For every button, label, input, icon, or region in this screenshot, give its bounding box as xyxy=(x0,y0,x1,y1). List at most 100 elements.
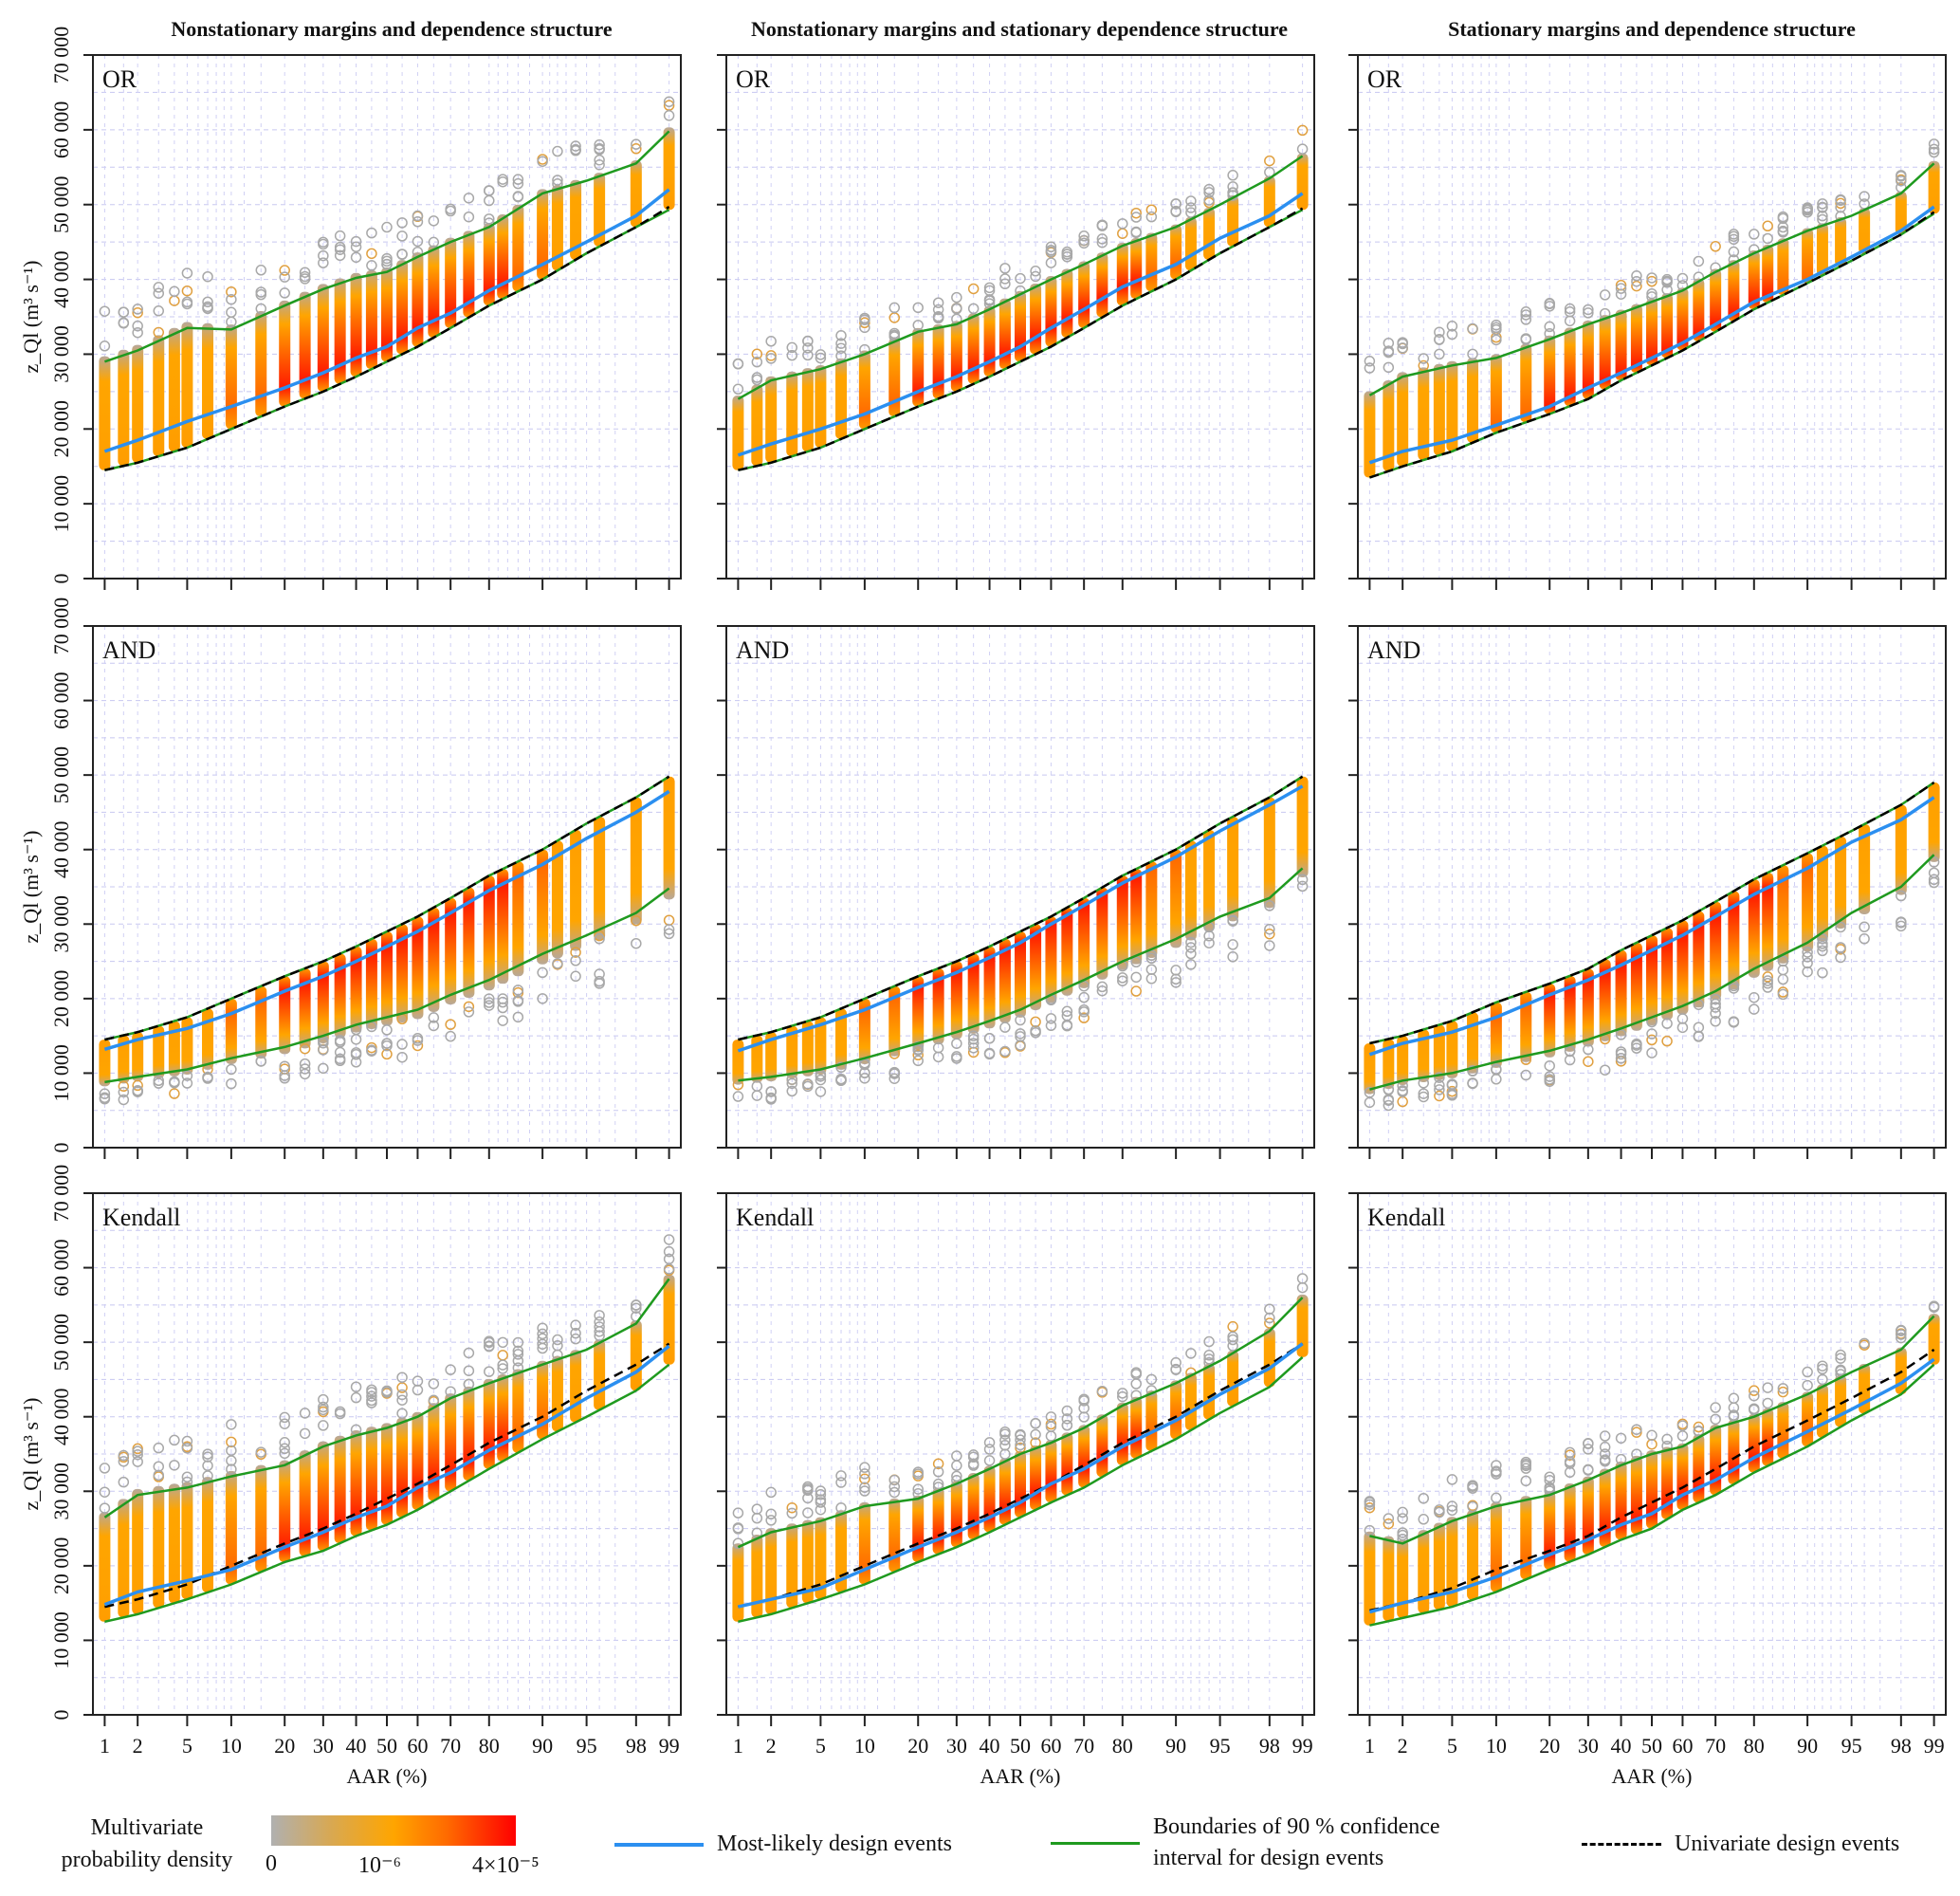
panel-label: Kendall xyxy=(1367,1204,1445,1231)
outlier-point xyxy=(1631,275,1642,287)
density-bar xyxy=(1544,1491,1556,1570)
x-tick-label: 30 xyxy=(946,1734,967,1758)
outlier-point xyxy=(835,1061,847,1074)
ci-upper-line xyxy=(737,1297,1304,1549)
outlier-point xyxy=(1030,266,1041,277)
outlier-point xyxy=(859,1485,870,1497)
panel-and-col1: AND 0 10 000 20 000 30 000 40 000 50 000 60 000… xyxy=(19,598,682,1159)
outlier-point xyxy=(570,970,581,983)
x-tick-label: 40 xyxy=(346,1734,367,1758)
outlier-point xyxy=(1520,306,1532,318)
outlier-point xyxy=(802,1507,814,1519)
outlier-point xyxy=(1896,1324,1907,1336)
outlier-point xyxy=(396,1382,408,1393)
density-bar xyxy=(932,1487,944,1555)
ci-lower-line xyxy=(738,209,1304,471)
outlier-point xyxy=(1859,933,1870,945)
outlier-point xyxy=(1096,236,1108,249)
outlier-point xyxy=(594,1310,605,1321)
x-tick-label: 90 xyxy=(1797,1734,1818,1758)
outlier-point xyxy=(1015,272,1026,285)
outlier-point xyxy=(732,358,744,370)
outlier-point xyxy=(859,1482,870,1493)
outlier-point xyxy=(537,1333,548,1345)
outlier-point xyxy=(1434,348,1445,360)
density-bar xyxy=(202,1008,214,1070)
density-bar xyxy=(463,230,475,318)
outlier-point xyxy=(1835,921,1846,933)
outlier-point xyxy=(1802,951,1813,963)
density-bar xyxy=(350,1430,362,1537)
density-bar xyxy=(1045,1440,1057,1503)
outlier-point xyxy=(859,312,870,324)
outlier-point xyxy=(859,1462,870,1473)
x-tick-label: 60 xyxy=(1040,1734,1061,1758)
density-bar xyxy=(888,985,901,1057)
outlier-point xyxy=(912,1483,924,1495)
density-bar xyxy=(1030,283,1042,355)
x-tick-label: 30 xyxy=(1578,1734,1599,1758)
outlier-point xyxy=(786,1085,798,1097)
x-tick-label: 90 xyxy=(532,1734,553,1758)
ci-line-icon xyxy=(1051,1841,1140,1845)
outlier-point xyxy=(1227,1331,1238,1343)
density-bar xyxy=(751,1535,763,1618)
outlier-point xyxy=(1364,362,1376,374)
density-bar xyxy=(732,1040,744,1085)
outlier-point xyxy=(1078,1003,1090,1016)
outlier-point xyxy=(445,1030,456,1042)
outlier-point xyxy=(1117,1388,1128,1399)
outlier-point xyxy=(1928,856,1940,868)
outlier-point xyxy=(552,145,563,157)
outlier-point xyxy=(815,1074,827,1086)
outlier-point xyxy=(1896,175,1907,187)
outlier-point xyxy=(1296,874,1309,886)
outlier-point xyxy=(118,306,130,318)
density-bar xyxy=(786,371,798,457)
density-bar xyxy=(153,1025,165,1079)
density-bar xyxy=(801,368,814,452)
density-bar xyxy=(1630,1455,1642,1535)
density-bar xyxy=(1078,897,1090,988)
density-bar xyxy=(1835,836,1847,930)
density-bar xyxy=(1599,315,1611,390)
outlier-point xyxy=(1817,1363,1828,1375)
x-tick-label: 5 xyxy=(815,1734,826,1758)
outlier-point xyxy=(1030,1024,1041,1037)
outlier-point xyxy=(912,1049,924,1061)
panel-kendall-col1: Kendall 0 10 000 20 000 30 000 40 000 50 000 60… xyxy=(19,1165,682,1788)
outlier-point xyxy=(631,1302,642,1314)
outlier-point xyxy=(299,1408,311,1419)
outlier-point xyxy=(1749,1003,1760,1015)
y-tick-label: 70 000 xyxy=(49,1165,73,1223)
outlier-point xyxy=(1583,1056,1594,1067)
outlier-point xyxy=(99,1463,111,1474)
outlier-point xyxy=(1015,1429,1026,1442)
outlier-point xyxy=(835,330,847,341)
density-bar xyxy=(1116,242,1128,306)
outlier-point xyxy=(1661,1035,1673,1047)
panel-label: AND xyxy=(736,636,789,664)
outlier-point xyxy=(1661,277,1673,288)
outlier-point xyxy=(1491,1074,1502,1085)
column-title-3: Stationary margins and dependence struct… xyxy=(1448,17,1856,41)
outlier-point xyxy=(815,1497,827,1508)
outlier-point xyxy=(765,336,777,347)
outlier-point xyxy=(1185,207,1197,218)
outlier-point xyxy=(1446,1078,1458,1090)
outlier-point xyxy=(279,287,290,299)
outlier-point xyxy=(153,1469,165,1482)
density-bar xyxy=(1490,1501,1502,1592)
outlier-point xyxy=(1030,1428,1041,1441)
outlier-point xyxy=(1045,246,1057,258)
density-bar xyxy=(1777,865,1789,964)
outlier-point xyxy=(1203,1350,1215,1361)
outlier-point xyxy=(334,1035,346,1046)
x-tick-label: 98 xyxy=(1891,1734,1912,1758)
density-bar xyxy=(168,327,180,452)
outlier-point xyxy=(1015,1028,1026,1040)
outlier-point xyxy=(1520,309,1532,321)
x-tick-label: 1 xyxy=(733,1734,743,1758)
outlier-point xyxy=(1418,1514,1430,1525)
outlier-point xyxy=(1227,915,1238,927)
